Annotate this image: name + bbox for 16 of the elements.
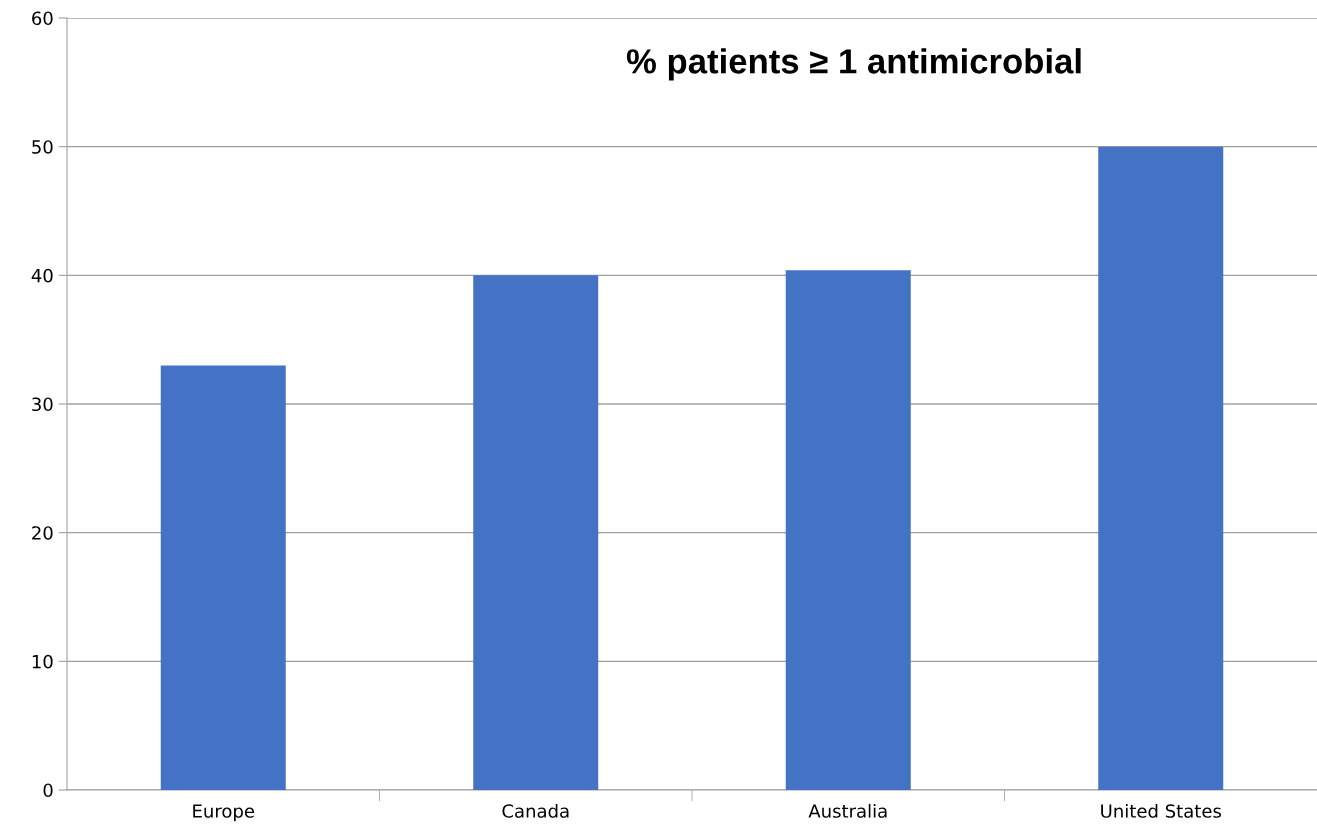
y-tick-label: 40 [31, 268, 53, 283]
bar [785, 270, 911, 790]
text: % patients ≥ 1 antimicrobial [626, 48, 1081, 81]
bar [1098, 146, 1224, 790]
bar [160, 365, 286, 790]
y-tick-label: 0 [43, 783, 53, 798]
bar [473, 275, 599, 790]
x-tick-label: Canada [502, 803, 569, 818]
x-tick-label: Australia [808, 803, 887, 818]
x-tick-label: Europe [193, 804, 255, 822]
y-tick-label: 20 [32, 526, 53, 540]
y-tick-label: 10 [32, 654, 53, 669]
y-tick-label: 30 [32, 397, 53, 412]
y-tick-label: 50 [32, 140, 53, 154]
y-tick-label: 60 [32, 11, 53, 26]
x-tick-label: United States [1101, 803, 1221, 818]
